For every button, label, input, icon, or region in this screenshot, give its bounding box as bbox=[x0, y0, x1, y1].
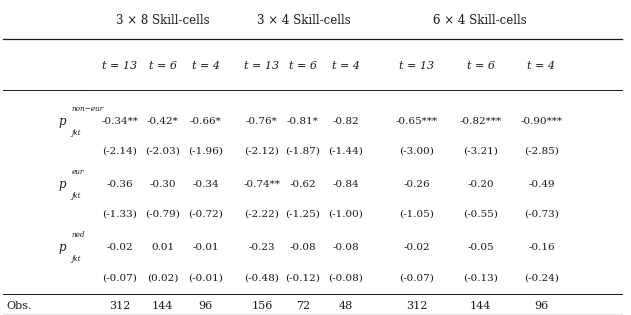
Text: (-2.03): (-2.03) bbox=[145, 147, 180, 156]
Text: -0.82: -0.82 bbox=[333, 117, 359, 126]
Text: 0.01: 0.01 bbox=[151, 243, 174, 252]
Text: (0.02): (0.02) bbox=[147, 273, 179, 282]
Text: (-3.21): (-3.21) bbox=[463, 147, 498, 156]
Text: -0.42*: -0.42* bbox=[147, 117, 179, 126]
Text: (-2.14): (-2.14) bbox=[102, 147, 138, 156]
Text: t = 6: t = 6 bbox=[149, 61, 177, 71]
Text: (-2.22): (-2.22) bbox=[244, 210, 280, 219]
Text: -0.36: -0.36 bbox=[107, 180, 133, 189]
Text: (-0.01): (-0.01) bbox=[188, 273, 223, 282]
Text: -0.90***: -0.90*** bbox=[521, 117, 562, 126]
Text: (-1.44): (-1.44) bbox=[328, 147, 363, 156]
Text: (-0.12): (-0.12) bbox=[285, 273, 321, 282]
Text: t = 4: t = 4 bbox=[528, 61, 555, 71]
Text: (-0.08): (-0.08) bbox=[328, 273, 363, 282]
Text: (-0.79): (-0.79) bbox=[145, 210, 180, 219]
Text: 3 × 4 Skill-cells: 3 × 4 Skill-cells bbox=[257, 14, 350, 27]
Text: -0.26: -0.26 bbox=[403, 180, 430, 189]
Text: 96: 96 bbox=[534, 301, 548, 311]
Text: t = 4: t = 4 bbox=[332, 61, 360, 71]
Text: -0.08: -0.08 bbox=[333, 243, 359, 252]
Text: -0.20: -0.20 bbox=[468, 180, 494, 189]
Text: (-0.13): (-0.13) bbox=[463, 273, 498, 282]
Text: 156: 156 bbox=[251, 301, 273, 311]
Text: -0.01: -0.01 bbox=[192, 243, 219, 252]
Text: (-2.85): (-2.85) bbox=[524, 147, 559, 156]
Text: -0.34: -0.34 bbox=[192, 180, 219, 189]
Text: t = 13: t = 13 bbox=[244, 61, 280, 71]
Text: (-0.07): (-0.07) bbox=[102, 273, 138, 282]
Text: (-1.96): (-1.96) bbox=[188, 147, 223, 156]
Text: (-0.24): (-0.24) bbox=[524, 273, 559, 282]
Text: p: p bbox=[59, 178, 66, 191]
Text: -0.66*: -0.66* bbox=[190, 117, 221, 126]
Text: -0.34**: -0.34** bbox=[102, 117, 138, 126]
Text: (-1.25): (-1.25) bbox=[285, 210, 321, 219]
Text: ned: ned bbox=[71, 231, 85, 239]
Text: (-1.05): (-1.05) bbox=[399, 210, 434, 219]
Text: (-1.00): (-1.00) bbox=[328, 210, 363, 219]
Text: eur: eur bbox=[71, 168, 84, 176]
Text: -0.05: -0.05 bbox=[468, 243, 494, 252]
Text: (-3.00): (-3.00) bbox=[399, 147, 434, 156]
Text: -0.08: -0.08 bbox=[290, 243, 316, 252]
Text: (-2.12): (-2.12) bbox=[244, 147, 280, 156]
Text: (-0.72): (-0.72) bbox=[188, 210, 223, 219]
Text: 6 × 4 Skill-cells: 6 × 4 Skill-cells bbox=[433, 14, 526, 27]
Text: jkt: jkt bbox=[71, 192, 81, 200]
Text: 144: 144 bbox=[470, 301, 492, 311]
Text: (-0.07): (-0.07) bbox=[399, 273, 434, 282]
Text: -0.76*: -0.76* bbox=[246, 117, 278, 126]
Text: -0.62: -0.62 bbox=[290, 180, 316, 189]
Text: Obs.: Obs. bbox=[6, 301, 32, 311]
Text: 312: 312 bbox=[109, 301, 131, 311]
Text: non−eur: non−eur bbox=[71, 105, 103, 113]
Text: -0.49: -0.49 bbox=[528, 180, 555, 189]
Text: 312: 312 bbox=[406, 301, 427, 311]
Text: (-0.55): (-0.55) bbox=[463, 210, 498, 219]
Text: t = 13: t = 13 bbox=[399, 61, 434, 71]
Text: -0.84: -0.84 bbox=[333, 180, 359, 189]
Text: -0.82***: -0.82*** bbox=[460, 117, 502, 126]
Text: (-0.73): (-0.73) bbox=[524, 210, 559, 219]
Text: -0.16: -0.16 bbox=[528, 243, 555, 252]
Text: 48: 48 bbox=[339, 301, 353, 311]
Text: jkt: jkt bbox=[71, 255, 81, 263]
Text: t = 13: t = 13 bbox=[102, 61, 138, 71]
Text: (-1.33): (-1.33) bbox=[102, 210, 138, 219]
Text: -0.30: -0.30 bbox=[150, 180, 176, 189]
Text: (-0.48): (-0.48) bbox=[244, 273, 280, 282]
Text: 3 × 8 Skill-cells: 3 × 8 Skill-cells bbox=[116, 14, 209, 27]
Text: t = 6: t = 6 bbox=[289, 61, 317, 71]
Text: -0.74**: -0.74** bbox=[244, 180, 280, 189]
Text: p: p bbox=[59, 241, 66, 254]
Text: -0.23: -0.23 bbox=[249, 243, 275, 252]
Text: -0.02: -0.02 bbox=[403, 243, 430, 252]
Text: t = 6: t = 6 bbox=[467, 61, 495, 71]
Text: -0.81*: -0.81* bbox=[287, 117, 319, 126]
Text: t = 4: t = 4 bbox=[192, 61, 220, 71]
Text: 96: 96 bbox=[199, 301, 213, 311]
Text: -0.65***: -0.65*** bbox=[396, 117, 437, 126]
Text: (-1.87): (-1.87) bbox=[285, 147, 321, 156]
Text: 144: 144 bbox=[152, 301, 174, 311]
Text: jkt: jkt bbox=[71, 129, 81, 137]
Text: p: p bbox=[59, 115, 66, 128]
Text: -0.02: -0.02 bbox=[107, 243, 133, 252]
Text: 72: 72 bbox=[296, 301, 310, 311]
